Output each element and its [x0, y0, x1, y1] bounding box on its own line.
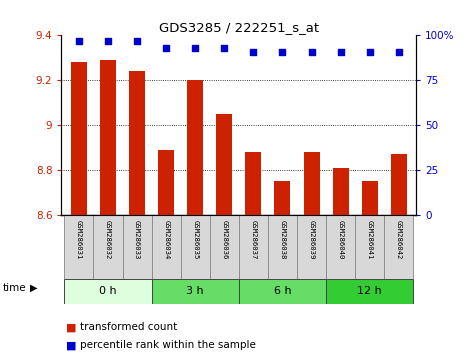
Text: GSM286042: GSM286042 [396, 220, 402, 259]
Text: percentile rank within the sample: percentile rank within the sample [80, 340, 256, 350]
Text: GSM286035: GSM286035 [192, 220, 198, 259]
Point [250, 49, 257, 55]
Bar [71, 62, 87, 215]
Point [162, 45, 170, 51]
Point [308, 49, 315, 55]
Text: GSM286032: GSM286032 [105, 220, 111, 259]
Text: GSM286039: GSM286039 [308, 220, 315, 259]
Bar [239, 279, 326, 304]
Bar [152, 279, 239, 304]
Point [337, 49, 344, 55]
Bar [384, 215, 413, 279]
Bar [158, 150, 174, 215]
Text: GSM286036: GSM286036 [221, 220, 228, 259]
Bar [100, 60, 116, 215]
Bar [181, 215, 210, 279]
Text: GSM286031: GSM286031 [76, 220, 82, 259]
Text: GSM286034: GSM286034 [163, 220, 169, 259]
Point [395, 49, 403, 55]
Text: 12 h: 12 h [357, 286, 382, 297]
Text: GSM286037: GSM286037 [250, 220, 256, 259]
Text: ■: ■ [66, 340, 77, 350]
Bar [216, 114, 232, 215]
Text: 0 h: 0 h [99, 286, 117, 297]
Bar [64, 215, 94, 279]
Point [279, 49, 286, 55]
Text: 6 h: 6 h [274, 286, 291, 297]
Text: 3 h: 3 h [186, 286, 204, 297]
Bar [326, 279, 413, 304]
Text: GSM286033: GSM286033 [134, 220, 140, 259]
Title: GDS3285 / 222251_s_at: GDS3285 / 222251_s_at [159, 21, 319, 34]
Bar [304, 152, 320, 215]
Bar [245, 152, 262, 215]
Text: ▶: ▶ [30, 282, 37, 293]
Bar [274, 181, 290, 215]
Bar [123, 215, 152, 279]
Bar [129, 71, 145, 215]
Text: time: time [2, 282, 26, 293]
Text: transformed count: transformed count [80, 322, 178, 332]
Bar [239, 215, 268, 279]
Bar [268, 215, 297, 279]
Bar [64, 279, 152, 304]
Point [192, 45, 199, 51]
Bar [362, 181, 378, 215]
Point [75, 38, 83, 44]
Bar [94, 215, 123, 279]
Bar [152, 215, 181, 279]
Bar [333, 168, 349, 215]
Bar [355, 215, 384, 279]
Point [220, 45, 228, 51]
Bar [187, 80, 203, 215]
Bar [326, 215, 355, 279]
Point [104, 38, 112, 44]
Bar [297, 215, 326, 279]
Text: GSM286038: GSM286038 [280, 220, 286, 259]
Point [366, 49, 374, 55]
Point [133, 38, 141, 44]
Text: GSM286040: GSM286040 [338, 220, 344, 259]
Text: ■: ■ [66, 322, 77, 332]
Bar [391, 154, 407, 215]
Text: GSM286041: GSM286041 [367, 220, 373, 259]
Bar [210, 215, 239, 279]
